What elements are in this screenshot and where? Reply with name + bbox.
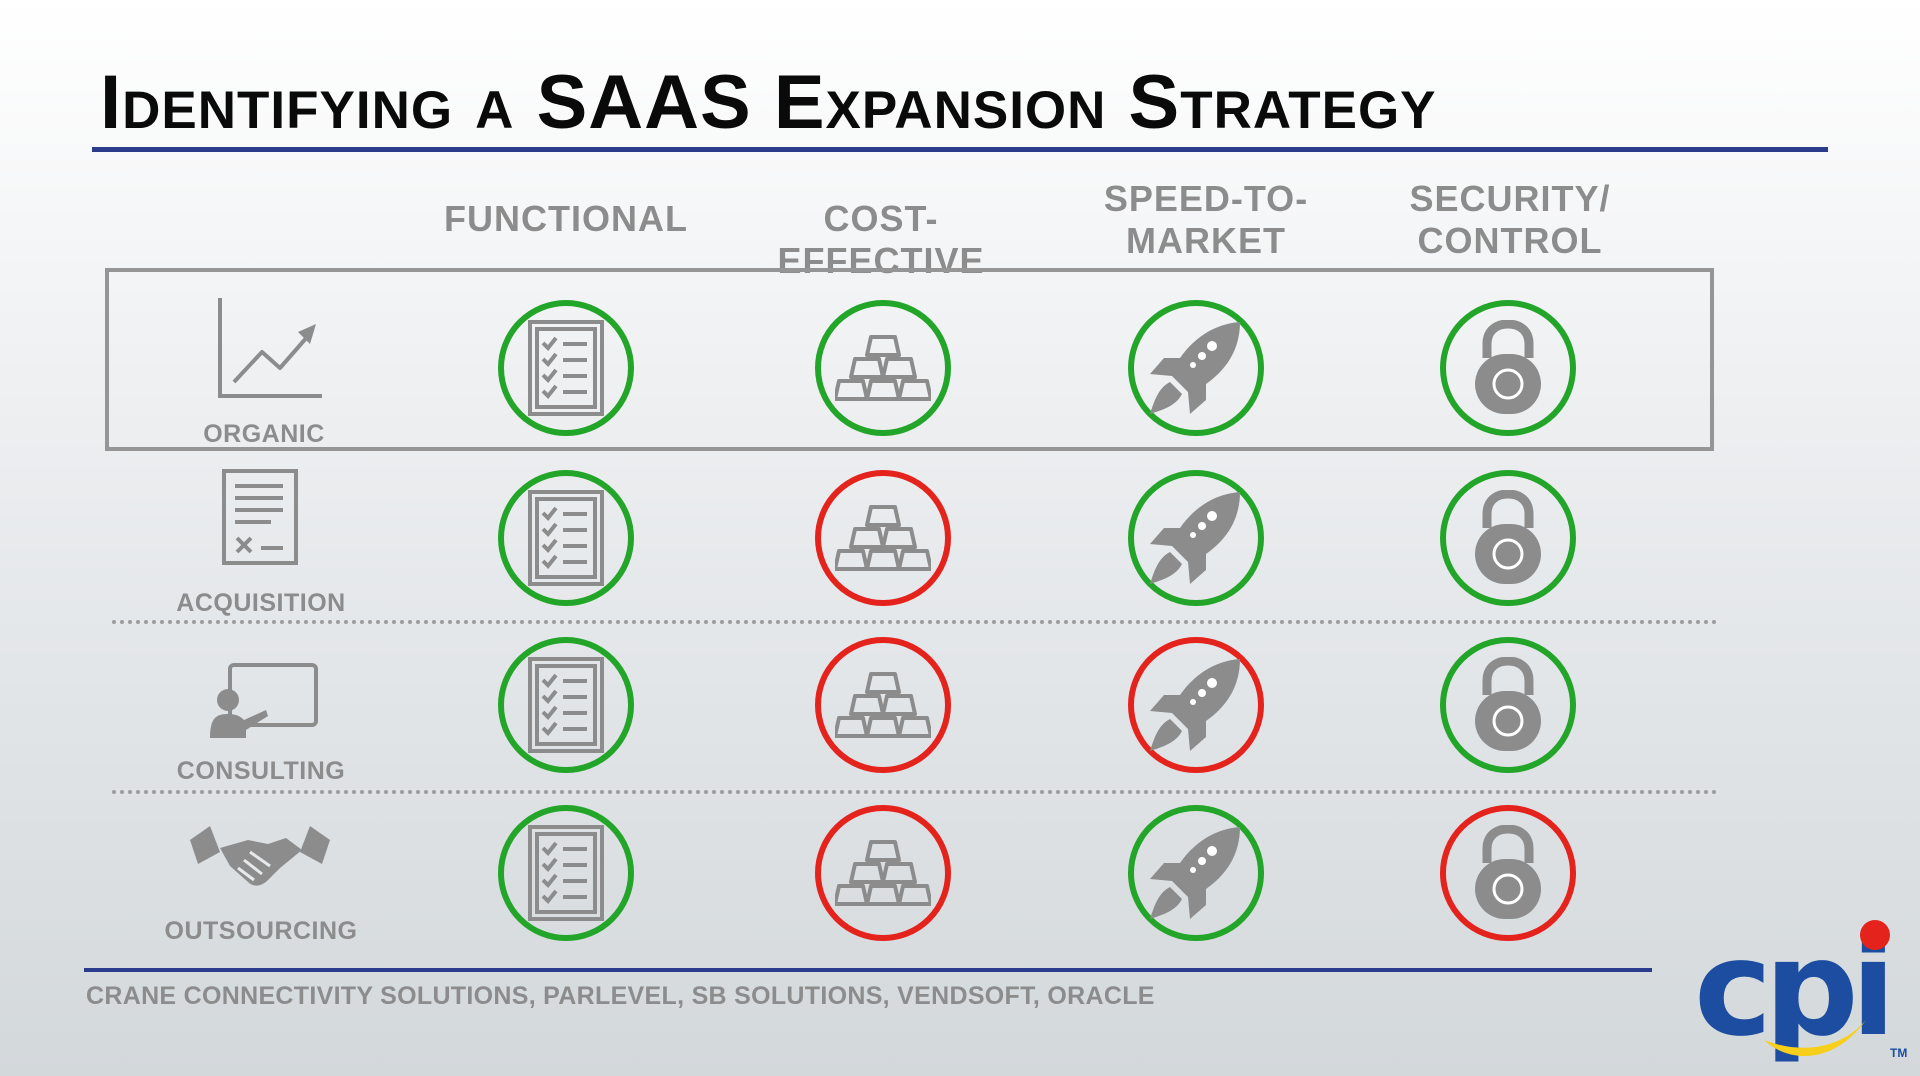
rating-acquisition-cost-effective: [815, 470, 951, 606]
column-header-security-control: SECURITY/CONTROL: [1409, 178, 1611, 261]
rating-consulting-cost-effective: [815, 637, 951, 773]
logo-swoosh-icon: [1764, 1020, 1866, 1057]
row-label-consulting: CONSULTING: [176, 757, 346, 785]
logo-trademark: TM: [1890, 1046, 1908, 1060]
rating-consulting-functional: [498, 637, 634, 773]
row-label-outsourcing: OUTSOURCING: [164, 917, 358, 945]
padlock-icon: [1473, 657, 1543, 753]
organic-highlight-box: [105, 268, 1714, 451]
gold-bars-icon: [835, 333, 931, 403]
slide-title: Identifying a SAAS Expansion Strategy: [100, 60, 1437, 145]
rating-consulting-security-control: [1440, 637, 1576, 773]
checklist-icon: [527, 656, 605, 754]
gold-bars-icon: [835, 503, 931, 573]
rocket-icon: [1146, 655, 1246, 755]
rating-outsourcing-cost-effective: [815, 805, 951, 941]
row-label-organic: ORGANIC: [203, 420, 325, 448]
row-divider: [112, 620, 1718, 624]
column-header-speed-to-market: SPEED-TO- MARKET: [1103, 178, 1309, 261]
rating-acquisition-functional: [498, 470, 634, 606]
row-label-acquisition: ACQUISITION: [176, 589, 346, 617]
footer-sources: CRANE CONNECTIVITY SOLUTIONS, PARLEVEL, …: [86, 982, 1155, 1010]
rating-acquisition-speed-to-market: [1128, 470, 1264, 606]
title-underline: [92, 147, 1828, 152]
padlock-icon: [1473, 320, 1543, 416]
contract-icon: [222, 469, 298, 565]
handshake-icon: [190, 826, 330, 886]
growth-chart-icon: [218, 298, 322, 398]
rating-acquisition-security-control: [1440, 470, 1576, 606]
rocket-icon: [1146, 488, 1246, 588]
logo-dot: [1860, 920, 1890, 950]
rating-organic-cost-effective: [815, 300, 951, 436]
column-header-functional: FUNCTIONAL: [444, 198, 688, 239]
gold-bars-icon: [835, 838, 931, 908]
rating-organic-speed-to-market: [1128, 300, 1264, 436]
rating-organic-functional: [498, 300, 634, 436]
rating-organic-security-control: [1440, 300, 1576, 436]
rating-outsourcing-security-control: [1440, 805, 1576, 941]
checklist-icon: [527, 319, 605, 417]
cpi-logo: cpi TM: [1690, 914, 1914, 1068]
column-header-cost-effective: COST-EFFECTIVE: [777, 198, 985, 281]
row-divider: [112, 790, 1718, 794]
rating-outsourcing-speed-to-market: [1128, 805, 1264, 941]
rocket-icon: [1146, 318, 1246, 418]
padlock-icon: [1473, 825, 1543, 921]
footer-divider: [84, 968, 1652, 972]
rocket-icon: [1146, 823, 1246, 923]
presenter-icon: [210, 663, 318, 738]
gold-bars-icon: [835, 670, 931, 740]
checklist-icon: [527, 489, 605, 587]
rating-consulting-speed-to-market: [1128, 637, 1264, 773]
padlock-icon: [1473, 490, 1543, 586]
checklist-icon: [527, 824, 605, 922]
rating-outsourcing-functional: [498, 805, 634, 941]
